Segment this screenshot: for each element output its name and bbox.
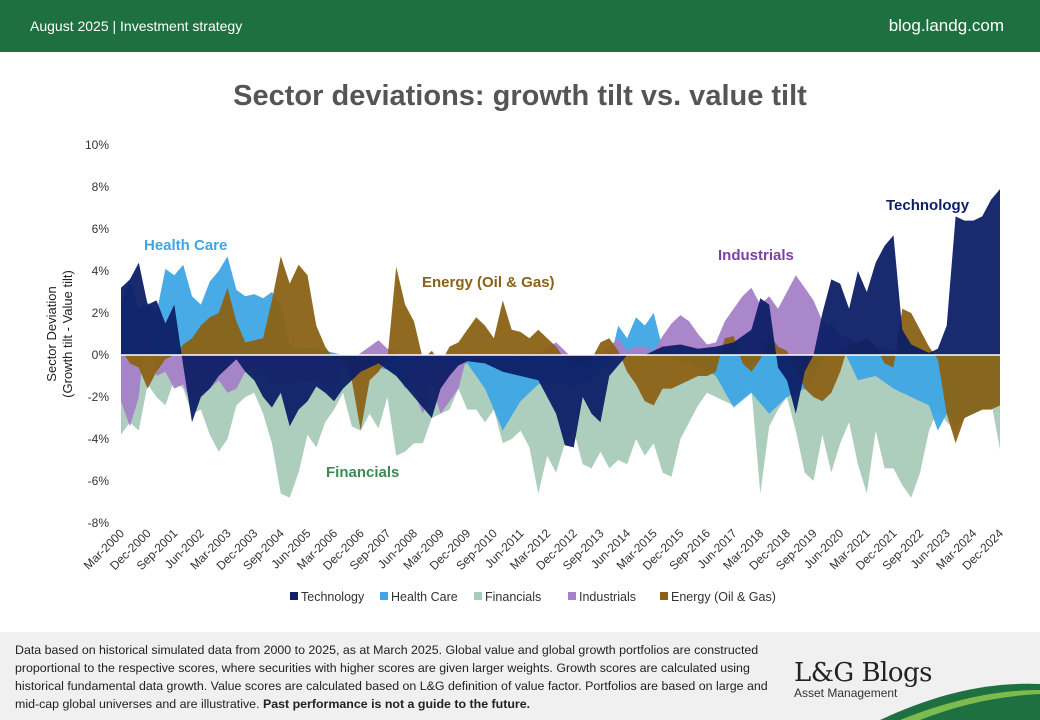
series-area-energy-oil-gas [121,256,1000,444]
chart-title: Sector deviations: growth tilt vs. value… [233,80,807,112]
lg-blogs-logo: L&G Blogs Asset Management [794,658,933,700]
series-area-industrials [121,275,1000,427]
y-axis-label: (Growth tilt - Value tilt) [60,270,75,398]
y-axis-label: Sector Deviation [44,286,59,381]
y-tick-label: -2% [88,390,110,404]
header-site-link[interactable]: blog.landg.com [888,16,1004,35]
legend-label: Technology [301,590,365,604]
legend-swatch [474,592,482,600]
footer: Data based on historical simulated data … [0,632,1040,720]
y-tick-label: -8% [88,516,110,530]
y-tick-label: -6% [88,474,110,488]
series-area-health-care [121,256,1000,431]
legend-label: Energy (Oil & Gas) [671,590,776,604]
y-tick-label: 0% [92,348,110,362]
y-tick-label: -4% [88,432,110,446]
footer-note-text: Data based on historical simulated data … [15,643,768,711]
y-tick-label: 8% [92,180,110,194]
series-area-technology [121,189,1000,448]
y-tick-label: 2% [92,306,110,320]
logo-sub-text: Asset Management [794,686,898,700]
annotation-label: Health Care [144,237,227,254]
legend-label: Financials [485,590,541,604]
header-date-category: August 2025 | Investment strategy [30,18,243,34]
legend-swatch [660,592,668,600]
annotation-label: Technology [886,197,970,214]
legend-label: Industrials [579,590,636,604]
y-tick-label: 6% [92,222,110,236]
legend-swatch [380,592,388,600]
annotation-label: Financials [326,464,399,481]
footer-note: Data based on historical simulated data … [15,641,785,713]
legend-swatch [568,592,576,600]
footer-swoosh-decoration [880,683,1040,720]
legend-swatch [290,592,298,600]
annotation-label: Industrials [718,247,794,264]
footer-disclaimer: Past performance is not a guide to the f… [262,697,531,711]
logo-main-text: L&G Blogs [794,658,933,688]
y-tick-label: 4% [92,264,110,278]
annotation-label: Energy (Oil & Gas) [422,274,555,291]
header-bar: August 2025 | Investment strategy blog.l… [0,0,1040,52]
sector-deviation-chart: 10% 8% 6% 4% 2% 0% -2% -4% -6% -8% Sector Deviatio… [44,138,1006,604]
legend-label: Health Care [391,590,458,604]
y-tick-label: 10% [85,138,109,152]
